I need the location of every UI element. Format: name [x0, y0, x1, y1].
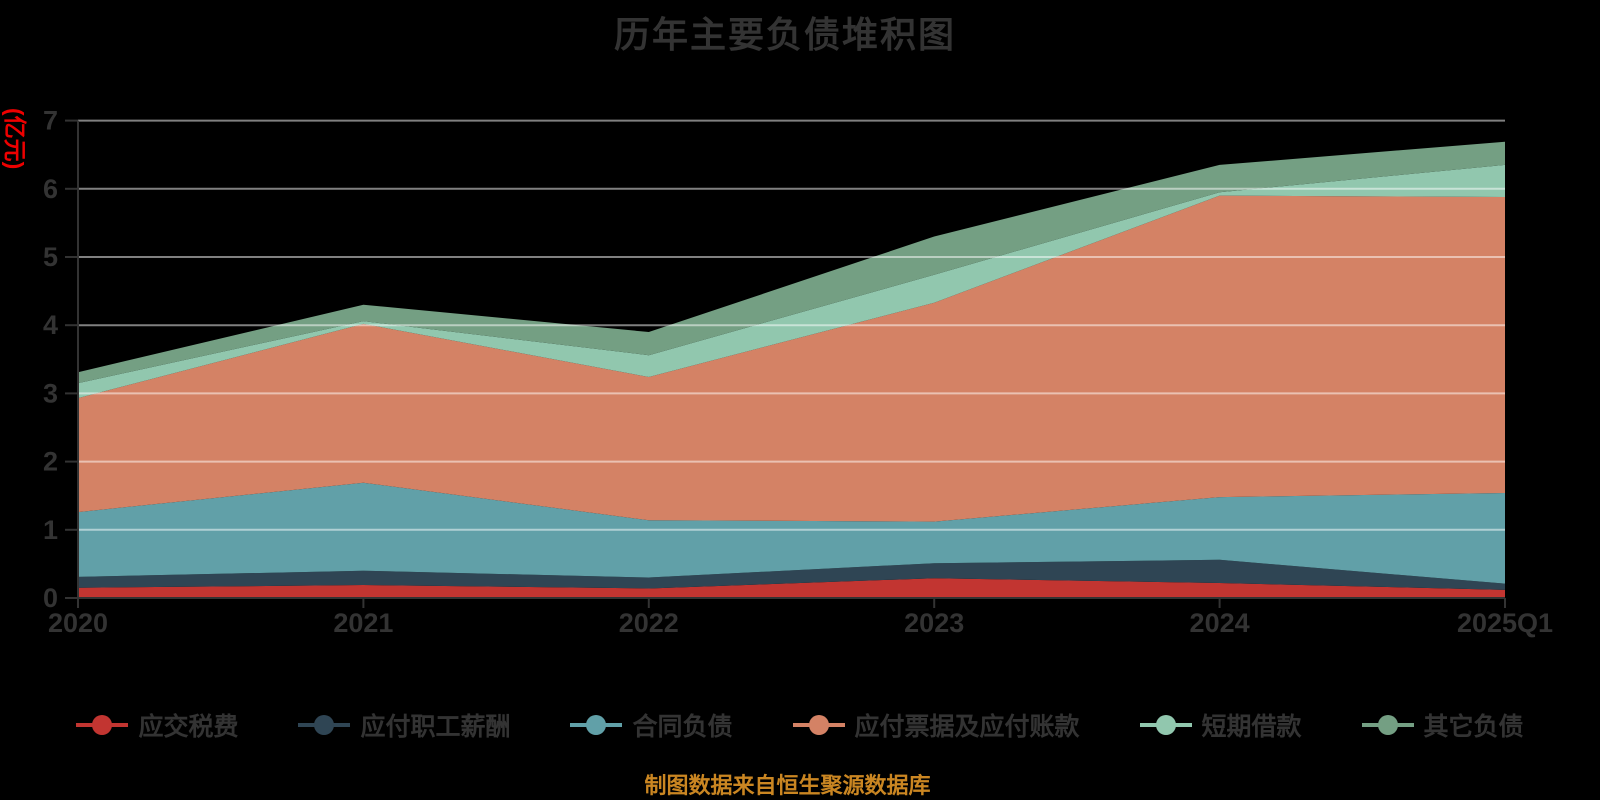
- chart-legend: 应交税费 应付职工薪酬 合同负债 应付票据及应付账款 短期借款 其它负债: [0, 702, 1600, 748]
- page-title: 历年主要负债堆积图: [613, 14, 956, 55]
- legend-marker-icon: [298, 715, 351, 735]
- y-tick-label-5: 5: [43, 242, 58, 272]
- legend-label: 应付票据及应付账款: [854, 713, 1080, 741]
- area-other-liabilities: [78, 141, 1505, 384]
- legend-label: 合同负债: [632, 713, 733, 741]
- x-tick-label-2023: 2023: [904, 608, 964, 638]
- legend-item-notes-accounts-payable[interactable]: 应付票据及应付账款: [792, 707, 1080, 743]
- legend-marker-icon: [76, 715, 129, 735]
- y-tick-label-4: 4: [43, 310, 58, 340]
- x-tick-label-2025Q1: 2025Q1: [1457, 608, 1553, 638]
- area-contract-liabilities: [78, 482, 1505, 584]
- legend-marker-icon: [1361, 715, 1414, 735]
- x-tick-label-2024: 2024: [1190, 608, 1250, 638]
- y-tick-label-0: 0: [43, 583, 58, 613]
- x-tick-label-2022: 2022: [619, 608, 679, 638]
- data-source-note: 制图数据来自恒生聚源数据库: [644, 773, 931, 798]
- legend-label: 应交税费: [138, 713, 239, 741]
- y-tick-label-7: 7: [43, 106, 58, 136]
- legend-item-tax-payable[interactable]: 应交税费: [76, 707, 238, 743]
- y-tick-label-3: 3: [43, 378, 58, 408]
- legend-label: 短期借款: [1201, 713, 1302, 741]
- legend-label: 其它负债: [1423, 713, 1524, 741]
- legend-item-contract-liabilities[interactable]: 合同负债: [570, 707, 733, 743]
- legend-label: 应付职工薪酬: [360, 713, 511, 741]
- y-tick-label-1: 1: [43, 515, 58, 545]
- area-tax-payable: [78, 578, 1505, 598]
- legend-marker-icon: [1139, 715, 1192, 735]
- area-payroll-payable: [78, 559, 1505, 590]
- area-notes-accounts-payable: [78, 195, 1505, 522]
- legend-marker-icon: [570, 715, 623, 735]
- y-tick-label-2: 2: [43, 447, 58, 477]
- legend-marker-icon: [792, 715, 845, 735]
- x-tick-label-2021: 2021: [333, 608, 393, 638]
- y-tick-label-6: 6: [43, 174, 58, 204]
- legend-item-short-term-loans[interactable]: 短期借款: [1139, 707, 1302, 743]
- x-tick-label-2020: 2020: [48, 608, 108, 638]
- legend-item-other-liabilities[interactable]: 其它负债: [1361, 707, 1524, 743]
- legend-item-payroll-payable[interactable]: 应付职工薪酬: [298, 707, 510, 743]
